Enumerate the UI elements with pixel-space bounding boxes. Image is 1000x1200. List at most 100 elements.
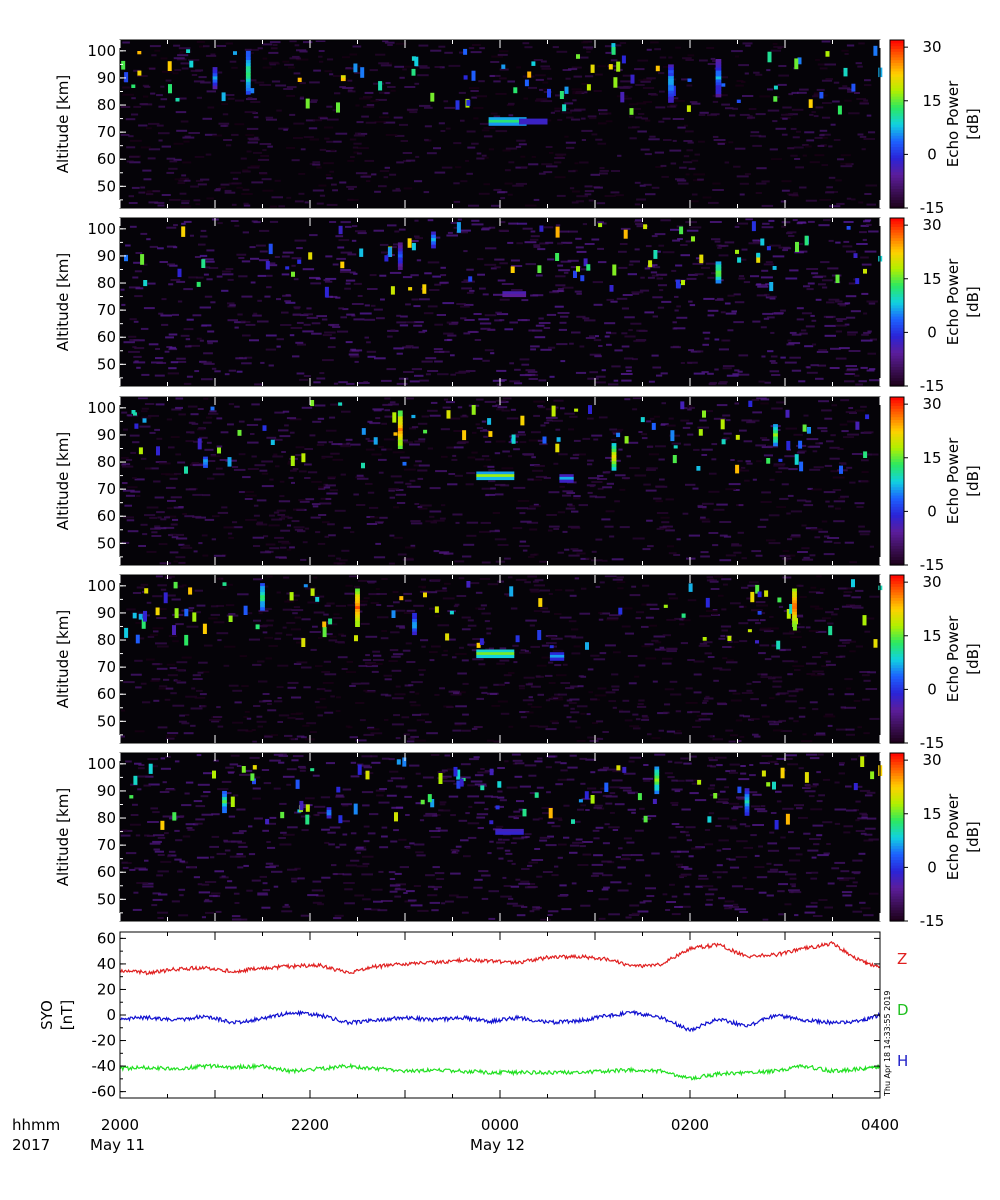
noise-cell [477, 827, 484, 829]
noise-cell [284, 734, 293, 737]
noise-cell [165, 515, 177, 518]
echo-feature [412, 612, 417, 636]
noise-cell [675, 826, 684, 828]
noise-cell [803, 285, 810, 288]
noise-cell [506, 104, 514, 107]
sporadic-echoes [121, 43, 883, 115]
noise-cell [508, 222, 519, 225]
noise-cell [848, 407, 854, 409]
echo-feature-cell [412, 628, 417, 632]
noise-cell [299, 378, 309, 381]
noise-cell [302, 724, 310, 727]
noise-cell [268, 264, 278, 267]
noise-cell [680, 244, 688, 246]
echo-feature-cell [476, 471, 515, 475]
noise-cell [461, 729, 471, 732]
echo-speck [755, 584, 760, 594]
noise-cell [567, 503, 573, 506]
panel-background [120, 397, 880, 565]
noise-cell [838, 347, 850, 350]
noise-cell [530, 590, 540, 593]
echo-speck [702, 637, 707, 641]
noise-cell [681, 78, 691, 81]
noise-cell [381, 251, 391, 254]
noise-cell [340, 803, 352, 806]
noise-cell [417, 422, 428, 425]
echo-feature-cell [668, 99, 674, 103]
echo-speck [201, 259, 206, 268]
noise-cell [549, 375, 555, 378]
noise-cell [381, 379, 392, 382]
noise-cell [683, 155, 690, 158]
noise-cell [738, 277, 746, 280]
noise-cell [782, 632, 795, 635]
noise-cell [177, 360, 187, 363]
noise-cell [582, 223, 587, 226]
noise-cell [136, 586, 145, 589]
noise-cell [206, 416, 213, 419]
noise-cell [802, 154, 807, 157]
noise-cell [210, 53, 216, 56]
noise-cell [842, 894, 852, 897]
noise-cell [739, 823, 747, 826]
noise-cell [601, 222, 607, 225]
noise-cell [271, 80, 281, 83]
noise-cell [210, 892, 221, 895]
noise-cell [814, 783, 819, 786]
noise-cell [635, 617, 641, 620]
noise-cell [548, 755, 556, 758]
noise-cell [721, 578, 732, 581]
noise-cell [741, 248, 748, 251]
noise-cell [589, 495, 598, 498]
noise-cell [657, 284, 667, 287]
noise-cell [325, 633, 333, 636]
echo-speck [618, 607, 623, 615]
noise-cell [714, 368, 719, 371]
noise-cell [591, 434, 603, 437]
noise-cell [335, 235, 344, 238]
noise-cell [862, 453, 872, 456]
noise-cell [489, 840, 494, 843]
noise-cell [801, 646, 807, 649]
noise-cell [656, 374, 663, 377]
noise-cell [268, 524, 280, 527]
noise-cell [794, 669, 801, 671]
noise-cell [403, 892, 408, 894]
noise-cell [621, 345, 630, 348]
noise-cell [253, 619, 261, 622]
noise-cell [206, 441, 212, 444]
noise-cell [193, 876, 200, 879]
noise-cell [629, 260, 640, 263]
noise-cell [796, 222, 803, 225]
noise-cell [785, 754, 797, 757]
noise-cell [482, 293, 489, 296]
noise-cell [659, 478, 665, 481]
noise-cell [731, 885, 743, 888]
noise-cell [797, 551, 808, 553]
noise-cell [497, 544, 509, 546]
noise-cell [548, 525, 560, 528]
noise-cell [293, 637, 305, 640]
echo-speck [537, 630, 542, 641]
echo-feature-cell [203, 464, 208, 468]
echo-speck [804, 235, 809, 246]
noise-cell [637, 703, 644, 706]
echo-feature [245, 50, 251, 95]
noise-cell [402, 276, 413, 279]
noise-cell [533, 610, 543, 613]
noise-cell [843, 221, 854, 223]
noise-cell [739, 735, 745, 738]
noise-cell [443, 649, 448, 652]
noise-cell [433, 348, 443, 351]
noise-cell [445, 401, 455, 404]
noise-cell [557, 288, 564, 290]
noise-cell [287, 462, 292, 465]
noise-cell [318, 55, 323, 58]
noise-cell [138, 868, 148, 871]
noise-cell [447, 231, 453, 234]
noise-cell [429, 901, 441, 904]
noise-cell [260, 361, 265, 364]
noise-cell [798, 767, 804, 770]
noise-cell [785, 277, 798, 280]
noise-cell [473, 886, 483, 889]
